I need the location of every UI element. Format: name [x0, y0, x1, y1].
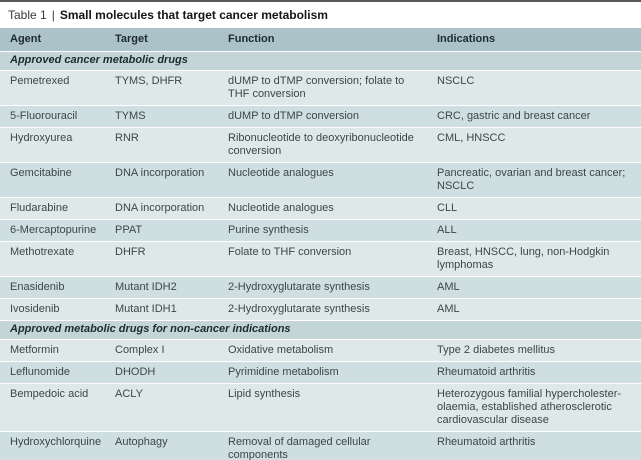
table-row: Ivosidenib Mutant IDH1 2-Hydroxyglutarate …: [0, 299, 641, 320]
table-row: Bempedoic acid ACLY Lipid synthesis Heteroz…: [0, 384, 641, 431]
section-header: Approved metabolic drugs for non-cancer …: [0, 321, 641, 339]
section-header-row: Approved cancer metabolic drugs: [0, 52, 641, 70]
cell-function: Oxidative metabolism: [228, 340, 437, 361]
cell-function: dUMP to dTMP conversion: [228, 106, 437, 127]
cell-agent: 6-Mercaptopurine: [0, 220, 115, 241]
cell-indications: Pancreatic, ovarian and breast cancer; N…: [437, 163, 641, 197]
table-row: Methotrexate DHFR Folate to THF conversion…: [0, 242, 641, 276]
cell-indications: Rheumatoid arthritis: [437, 432, 641, 460]
cell-agent: Gemcitabine: [0, 163, 115, 197]
cell-function: Removal of damaged cellular components: [228, 432, 437, 460]
cell-function: Purine synthesis: [228, 220, 437, 241]
cell-agent: Enasidenib: [0, 277, 115, 298]
cell-target: Complex I: [115, 340, 228, 361]
table-row: Enasidenib Mutant IDH2 2-Hydroxyglutarate …: [0, 277, 641, 298]
table-row: Hydroxychlorquine Autophagy Removal of dam…: [0, 432, 641, 460]
cell-indications: CRC, gastric and breast cancer: [437, 106, 641, 127]
cell-indications: Rheumatoid arthritis: [437, 362, 641, 383]
table-row: 5-Fluorouracil TYMS dUMP to dTMP conversio…: [0, 106, 641, 127]
table-row: Hydroxyurea RNR Ribonucleotide to deoxyrib…: [0, 128, 641, 162]
column-header-indications: Indications: [437, 28, 641, 51]
cell-target: Mutant IDH1: [115, 299, 228, 320]
table-row: Gemcitabine DNA incorporation Nucleotide a…: [0, 163, 641, 197]
cell-function: Pyrimidine metabolism: [228, 362, 437, 383]
cell-indications: Heterozygous familial hypercholester­ola…: [437, 384, 641, 431]
cell-indications: NSCLC: [437, 71, 641, 105]
cell-target: PPAT: [115, 220, 228, 241]
table-row: Pemetrexed TYMS, DHFR dUMP to dTMP convers…: [0, 71, 641, 105]
cell-indications: ALL: [437, 220, 641, 241]
section-header-row: Approved metabolic drugs for non-cancer …: [0, 321, 641, 339]
cell-agent: Methotrexate: [0, 242, 115, 276]
cell-target: DNA incorporation: [115, 163, 228, 197]
column-header-row: Agent Target Function Indications: [0, 28, 641, 51]
cell-function: Folate to THF conversion: [228, 242, 437, 276]
cell-indications: CLL: [437, 198, 641, 219]
cell-function: Nucleotide analogues: [228, 198, 437, 219]
table-number: Table 1: [8, 8, 47, 22]
cell-agent: Bempedoic acid: [0, 384, 115, 431]
cell-target: TYMS: [115, 106, 228, 127]
section-header: Approved cancer metabolic drugs: [0, 52, 641, 70]
cell-agent: Metformin: [0, 340, 115, 361]
cell-indications: CML, HNSCC: [437, 128, 641, 162]
cell-target: RNR: [115, 128, 228, 162]
cell-agent: Pemetrexed: [0, 71, 115, 105]
table-row: Metformin Complex I Oxidative metabolism Ty…: [0, 340, 641, 361]
cell-function: 2-Hydroxyglutarate synthesis: [228, 299, 437, 320]
cell-target: TYMS, DHFR: [115, 71, 228, 105]
cell-agent: Fludarabine: [0, 198, 115, 219]
cell-target: DNA incorporation: [115, 198, 228, 219]
cell-target: DHODH: [115, 362, 228, 383]
cell-indications: Breast, HNSCC, lung, non-Hodgkin lymphom…: [437, 242, 641, 276]
column-header-agent: Agent: [0, 28, 115, 51]
cell-target: DHFR: [115, 242, 228, 276]
cell-agent: Ivosidenib: [0, 299, 115, 320]
cell-function: Nucleotide analogues: [228, 163, 437, 197]
cell-agent: Hydroxychlorquine: [0, 432, 115, 460]
table-row: 6-Mercaptopurine PPAT Purine synthesis ALL: [0, 220, 641, 241]
table-body: Approved cancer metabolic drugs Pemetrexe…: [0, 52, 641, 460]
table-row: Fludarabine DNA incorporation Nucleotide a…: [0, 198, 641, 219]
cell-agent: Leflunomide: [0, 362, 115, 383]
cell-agent: Hydroxyurea: [0, 128, 115, 162]
cell-indications: AML: [437, 299, 641, 320]
cell-indications: Type 2 diabetes mellitus: [437, 340, 641, 361]
table-title: Table 1 | Small molecules that target canc…: [0, 2, 641, 27]
cell-target: Autophagy: [115, 432, 228, 460]
cell-target: ACLY: [115, 384, 228, 431]
cell-indications: AML: [437, 277, 641, 298]
cell-function: Lipid synthesis: [228, 384, 437, 431]
cell-function: dUMP to dTMP conversion; folate to THF c…: [228, 71, 437, 105]
cell-function: Ribonucleotide to deoxyribonucleo­tide c…: [228, 128, 437, 162]
column-header-function: Function: [228, 28, 437, 51]
cell-agent: 5-Fluorouracil: [0, 106, 115, 127]
column-header-target: Target: [115, 28, 228, 51]
data-table: Agent Target Function Indications Approv…: [0, 27, 641, 460]
cell-function: 2-Hydroxyglutarate synthesis: [228, 277, 437, 298]
table-title-text: Small molecules that target cancer metab…: [59, 8, 328, 22]
cell-target: Mutant IDH2: [115, 277, 228, 298]
top-rule: [0, 0, 641, 2]
table-row: Leflunomide DHODH Pyrimidine metabolism Rhe…: [0, 362, 641, 383]
title-separator: |: [51, 8, 55, 22]
